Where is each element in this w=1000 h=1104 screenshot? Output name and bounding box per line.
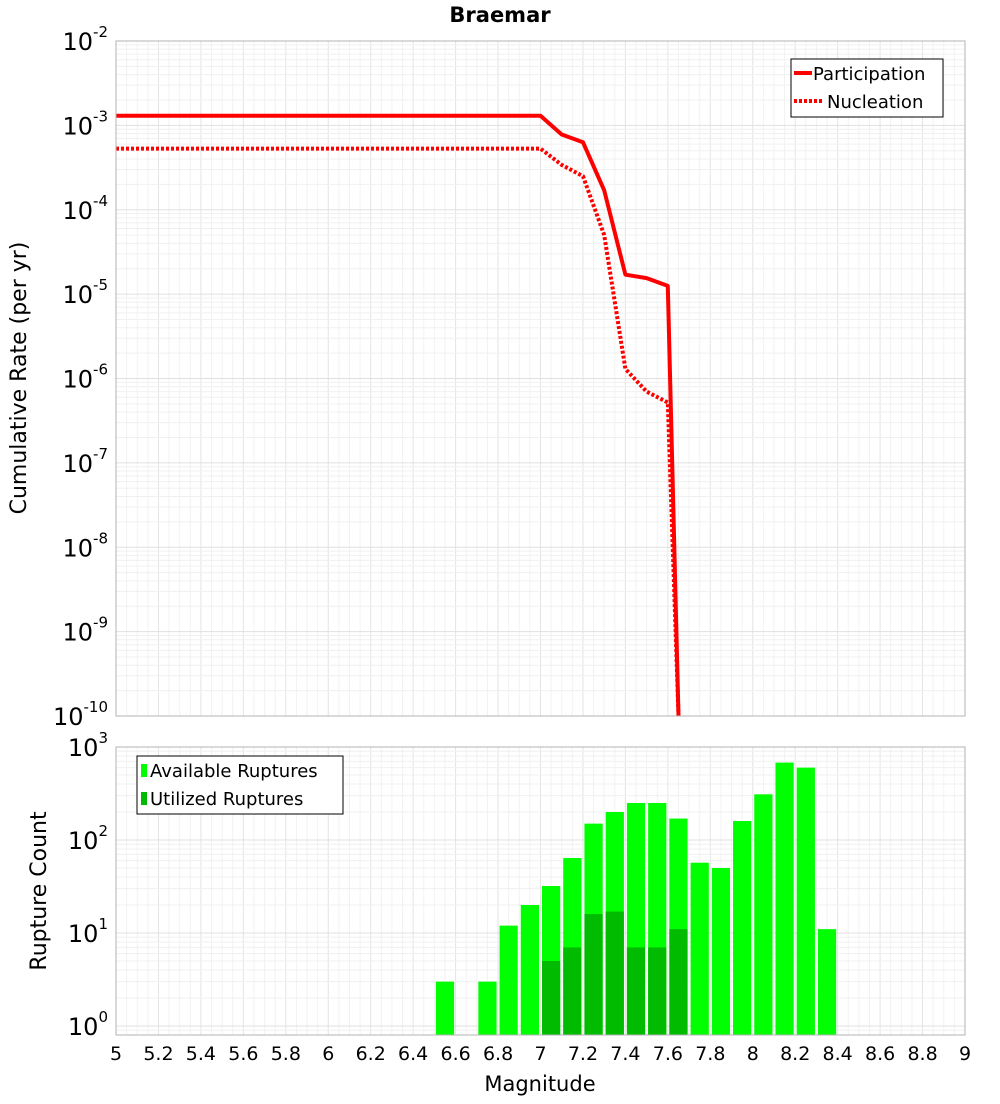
x-tick-label: 7 (534, 1043, 546, 1065)
top-y-tick-label: 10-9 (62, 614, 108, 647)
bar-available (711, 867, 731, 1035)
bottom-plot-frame (115, 746, 966, 1036)
bar-available (499, 925, 518, 1035)
legend-participation-label: Participation (813, 64, 925, 85)
bottom-legend-box (136, 755, 344, 815)
top-plot-series (116, 113, 681, 717)
bar-available (817, 929, 837, 1035)
top-y-tick-label: 10-6 (62, 361, 108, 394)
bar-utilized (648, 947, 667, 1035)
x-tick-label: 8 (747, 1043, 759, 1065)
top-y-tick-label: 10-2 (62, 23, 108, 56)
top-y-tick-label: 10-4 (62, 192, 108, 225)
top-y-tick-label: 10-10 (53, 698, 108, 731)
x-tick-label: 5.2 (143, 1043, 173, 1065)
bar-utilized (605, 911, 624, 1035)
x-tick-label: 6.2 (356, 1043, 386, 1065)
x-tick-label: 8.4 (823, 1043, 853, 1065)
x-tick-label: 7.4 (610, 1043, 640, 1065)
x-tick-label: 6.6 (440, 1043, 470, 1065)
x-tick-label: 8.2 (780, 1043, 810, 1065)
bar-available (754, 794, 773, 1035)
nucleation-line (116, 146, 681, 717)
top-y-axis-ticks: 10-2 10-3 10-4 10-5 10-6 10-7 10-8 10-9 10-10 (53, 23, 108, 731)
x-tick-label: 5.4 (186, 1043, 216, 1065)
x-tick-label: 7.6 (653, 1043, 683, 1065)
chart-title: Braemar (449, 3, 551, 27)
bar-available (775, 762, 794, 1035)
x-tick-label: 7.2 (568, 1043, 598, 1065)
top-y-tick-label: 10-8 (62, 529, 108, 562)
x-tick-label: 8.6 (865, 1043, 895, 1065)
bottom-y-tick-label: 102 (68, 822, 108, 855)
bar-utilized (563, 947, 582, 1035)
x-axis-ticks: 5 5.2 5.4 5.6 5.8 6 6.2 6.4 6.6 6.8 7 7.2 7.4 7.6 7.8 8… (110, 1043, 971, 1065)
x-tick-label: 6.4 (398, 1043, 428, 1065)
bottom-y-tick-label: 100 (68, 1008, 108, 1041)
x-axis-label: Magnitude (484, 1072, 595, 1096)
x-tick-label: 8.8 (907, 1043, 937, 1065)
top-y-tick-label: 10-3 (62, 107, 108, 140)
bottom-y-axis-label: Rupture Count (27, 811, 52, 971)
bottom-y-axis-ticks: 103 102 101 100 (68, 729, 108, 1041)
legend-available-swatch (141, 764, 147, 777)
bar-available (733, 821, 752, 1035)
legend-utilized-label: Utilized Ruptures (150, 789, 303, 810)
top-legend-box (790, 58, 944, 118)
bar-available (796, 767, 815, 1035)
bar-available (690, 862, 709, 1035)
participation-line (116, 113, 681, 717)
bar-utilized (626, 947, 646, 1035)
bottom-y-tick-label: 103 (68, 729, 108, 762)
top-plot-frame (115, 40, 966, 717)
x-tick-label: 6 (322, 1043, 334, 1065)
x-tick-label: 5.6 (228, 1043, 258, 1065)
bar-available (435, 981, 455, 1035)
bottom-plot-bars (435, 762, 837, 1035)
x-tick-label: 6.8 (483, 1043, 513, 1065)
bottom-y-tick-label: 101 (68, 915, 108, 948)
bottom-legend: Available Ruptures Utilized Ruptures (136, 755, 344, 815)
bar-utilized (584, 914, 603, 1035)
legend-utilized-swatch (141, 792, 147, 805)
top-y-axis-label: Cumulative Rate (per yr) (7, 242, 32, 515)
top-plot-grid (115, 40, 966, 717)
x-tick-label: 7.8 (695, 1043, 725, 1065)
bar-available (520, 904, 539, 1035)
top-y-tick-label: 10-5 (62, 276, 108, 309)
top-legend: Participation Nucleation (790, 58, 944, 118)
x-tick-label: 9 (959, 1043, 971, 1065)
legend-nucleation-label: Nucleation (827, 92, 923, 113)
x-tick-label: 5.8 (271, 1043, 301, 1065)
bar-utilized (542, 960, 561, 1035)
bar-utilized (669, 929, 688, 1035)
legend-available-label: Available Ruptures (150, 761, 318, 782)
top-y-tick-label: 10-7 (62, 445, 108, 478)
bar-available (478, 981, 497, 1035)
x-tick-label: 5 (110, 1043, 122, 1065)
